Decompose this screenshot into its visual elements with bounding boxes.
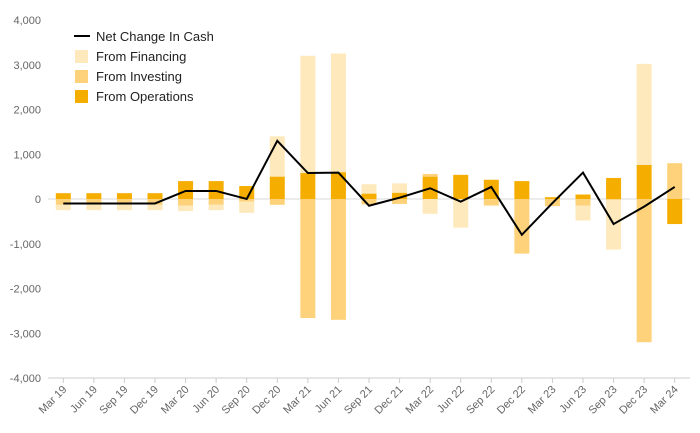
bar-from-financing — [300, 55, 316, 174]
bar-from-investing — [330, 199, 346, 320]
bar-from-operations — [667, 199, 683, 225]
x-tick-label: Jun 21 — [313, 384, 345, 416]
bar-from-operations — [116, 193, 132, 199]
bar-from-financing — [55, 204, 71, 211]
bar-from-operations — [392, 192, 408, 199]
bar-from-investing — [361, 199, 377, 205]
y-tick-label: -3,000 — [10, 328, 41, 340]
bar-from-financing — [483, 205, 499, 207]
x-tick-label: Sep 22 — [464, 384, 497, 417]
legend: Net Change In Cash From Financing From Inv… — [74, 29, 214, 104]
bar-from-investing — [208, 199, 224, 205]
x-tick-label: Jun 19 — [68, 384, 100, 416]
bar-from-investing — [575, 199, 591, 206]
legend-swatch — [75, 70, 88, 83]
bar-from-financing — [361, 184, 377, 194]
bar-from-investing — [269, 199, 285, 205]
legend-label: From Operations — [96, 89, 194, 104]
bar-from-operations — [147, 193, 163, 199]
bar-from-financing — [239, 201, 255, 213]
bar-from-operations — [269, 176, 285, 199]
x-tick-label: Dec 22 — [495, 384, 528, 417]
bar-from-financing — [636, 63, 652, 165]
bar-from-investing — [178, 199, 194, 206]
bar-from-financing — [575, 205, 591, 221]
bar-from-operations — [575, 194, 591, 199]
y-tick-label: 2,000 — [13, 105, 41, 117]
bar-from-investing — [239, 199, 255, 202]
bar-from-investing — [667, 163, 683, 199]
bar-from-financing — [116, 204, 132, 211]
bar-from-investing — [606, 199, 622, 200]
legend-label: From Investing — [96, 69, 182, 84]
x-tick-label: Jun 23 — [557, 384, 589, 416]
x-tick-label: Sep 21 — [342, 384, 375, 417]
bar-from-investing — [514, 199, 530, 254]
bar-from-investing — [300, 199, 316, 319]
line-layer — [63, 139, 676, 237]
legend-swatch — [75, 90, 88, 103]
x-tick-label: Jun 22 — [435, 384, 467, 416]
bar-from-investing — [422, 173, 438, 177]
legend-label: From Financing — [96, 49, 186, 64]
x-tick-label: Mar 23 — [526, 384, 559, 417]
bar-from-financing — [330, 53, 346, 173]
bar-from-financing — [392, 183, 408, 193]
bar-from-financing — [147, 204, 163, 211]
bar-from-investing — [392, 199, 408, 204]
bar-from-operations — [606, 177, 622, 199]
bar-from-operations — [453, 174, 469, 199]
bar-from-operations — [514, 181, 530, 199]
bar-from-financing — [453, 199, 469, 228]
bar-from-operations — [55, 193, 71, 199]
bar-from-operations — [300, 173, 316, 199]
y-tick-label: 4,000 — [13, 15, 41, 27]
x-tick-label: Dec 19 — [128, 384, 161, 417]
bar-from-financing — [86, 204, 102, 211]
bar-from-investing — [86, 199, 102, 205]
x-tick-label: Sep 19 — [97, 384, 130, 417]
bar-from-investing — [636, 199, 652, 343]
x-tick-label: Sep 20 — [220, 384, 253, 417]
bar-from-financing — [422, 199, 438, 214]
bar-from-investing — [116, 199, 132, 205]
x-tick-label: Mar 24 — [648, 384, 681, 417]
bar-from-operations — [330, 172, 346, 199]
x-tick-label: Sep 23 — [587, 384, 620, 417]
bar-from-financing — [178, 205, 194, 212]
legend-label: Net Change In Cash — [96, 29, 214, 44]
bar-from-financing — [208, 204, 224, 211]
y-tick-label: 3,000 — [13, 60, 41, 72]
bar-from-operations — [239, 186, 255, 199]
x-tick-label: Jun 20 — [190, 384, 222, 416]
x-tick-label: Dec 21 — [373, 384, 406, 417]
bar-from-investing — [483, 199, 499, 206]
x-tick-label: Mar 21 — [281, 384, 314, 417]
bar-from-investing — [147, 199, 163, 205]
x-tick-label: Dec 23 — [617, 384, 650, 417]
bars-layer — [55, 53, 683, 343]
x-tick-label: Mar 20 — [159, 384, 192, 417]
bar-from-investing — [55, 199, 71, 205]
y-tick-label: 1,000 — [13, 149, 41, 161]
bar-from-operations — [86, 193, 102, 199]
x-tick-label: Mar 22 — [404, 384, 437, 417]
legend-swatch — [75, 50, 88, 63]
bar-from-operations — [544, 197, 560, 199]
y-tick-label: -2,000 — [10, 284, 41, 296]
y-tick-label: -1,000 — [10, 239, 41, 251]
y-tick-label: -4,000 — [10, 373, 41, 385]
x-tick-label: Mar 19 — [37, 384, 70, 417]
x-tick-label: Dec 20 — [250, 384, 283, 417]
bar-from-operations — [636, 164, 652, 199]
bar-from-operations — [361, 193, 377, 199]
y-tick-label: 0 — [35, 194, 41, 206]
